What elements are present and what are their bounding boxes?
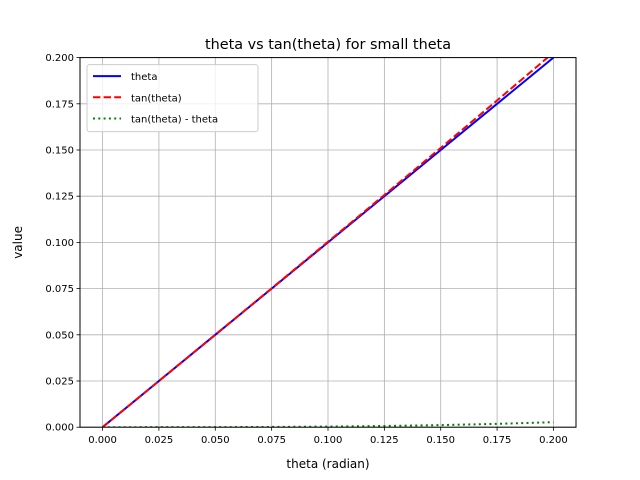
x-tick-label: 0.150 — [426, 435, 455, 446]
y-tick-label: 0.025 — [45, 377, 74, 388]
legend-label-tan-theta: tan(theta) — [131, 93, 182, 104]
series-line-tan-theta — [101, 57, 550, 428]
x-tick-label: 0.200 — [539, 435, 568, 446]
y-tick-label: 0.200 — [45, 53, 74, 64]
y-tick-label: 0.100 — [45, 238, 74, 249]
legend-label-tan-theta-theta: tan(theta) - theta — [131, 115, 218, 126]
y-tick-label: 0.050 — [45, 330, 74, 341]
y-tick-label: 0.175 — [45, 99, 74, 110]
legend-label-theta: theta — [131, 72, 157, 83]
y-tick-label: 0.000 — [45, 423, 74, 434]
y-axis-label: value — [11, 226, 25, 259]
x-tick-label: 0.125 — [370, 435, 399, 446]
y-tick-label: 0.150 — [45, 146, 74, 157]
x-tick-label: 0.025 — [145, 435, 174, 446]
legend-box — [86, 64, 259, 133]
axis-ticks: 0.000 0.025 0.050 0.075 0.100 0.125 0.150 0.175… — [45, 53, 567, 446]
legend: theta tan(theta) tan(theta) - theta — [86, 64, 259, 133]
chart-title: theta vs tan(theta) for small theta — [205, 37, 451, 53]
y-tick-label: 0.075 — [45, 284, 74, 295]
x-tick-label: 0.175 — [483, 435, 512, 446]
x-tick-label: 0.000 — [88, 435, 117, 446]
x-tick-label: 0.100 — [314, 435, 343, 446]
grid — [80, 57, 576, 428]
y-tick-label: 0.125 — [45, 192, 74, 203]
x-axis-label: theta (radian) — [286, 457, 369, 471]
x-tick-label: 0.075 — [257, 435, 286, 446]
x-tick-label: 0.050 — [201, 435, 230, 446]
